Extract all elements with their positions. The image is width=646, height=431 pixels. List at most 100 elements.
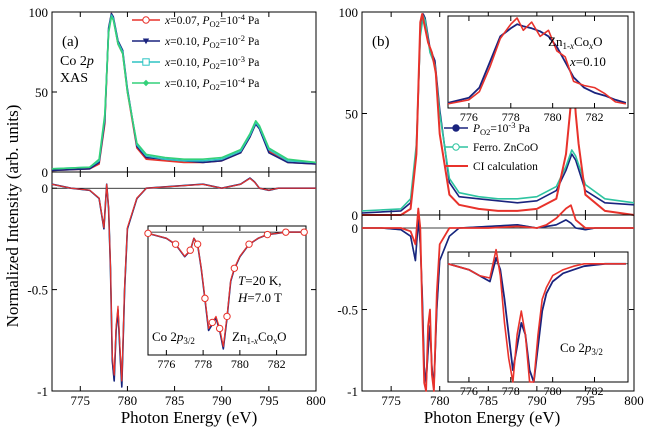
panel-b-xas-ytick-label: 100: [339, 5, 359, 20]
panel-a-legend-row-3-text-part: x: [164, 78, 171, 90]
panel-a-xmcd-frame: [51, 171, 317, 392]
panel-a-inset-marker: [144, 229, 152, 238]
panel-a-legend-row-0-text-part: P: [201, 15, 209, 27]
panel-a-legend-row-2-text-part: =0.10,: [170, 57, 202, 69]
panel-b-xmcd-xtick-label: 795: [576, 393, 596, 408]
panel-a-xmcd-ytick-label: 0: [42, 181, 49, 196]
panel-a-inset-marker: [171, 240, 180, 248]
panel-a-legend-row-3-text-part: -4: [238, 75, 246, 85]
panel-b-xmcd-inset-xtick-label: 780: [544, 384, 562, 398]
panel-b-xmcd-inset-xtick-label: 782: [586, 384, 604, 398]
panel-a-legend-row-1-text-part: Pa: [245, 36, 259, 48]
panel-a-legend-row-2-text-part: =10: [220, 57, 238, 69]
panel-b-label: (b): [372, 34, 390, 50]
panel-b-xmcd-series-blue: [362, 219, 634, 389]
panel-a-inset-marker: [282, 228, 290, 236]
panel-b-xmcd-inset-series-blue: [447, 257, 626, 383]
panel-a-inset-text-temp: T=20 K,: [238, 273, 281, 288]
panel-a-inset-marker: [201, 294, 209, 303]
panel-b-xmcd-xtick-label: 775: [381, 393, 401, 408]
panel-b-legend-row-0-marker: [452, 124, 460, 132]
panel-b-legend-row-2-text: CI calculation: [473, 161, 538, 173]
panel-a-xmcd-xtick-label: 790: [212, 393, 232, 408]
panel-b-inset-text-compound: Zn1-xCoxO: [548, 34, 603, 51]
panel-a-xmcd-ytick-label: -1: [37, 384, 48, 399]
panel-a-legend-row-1-text-part: P: [201, 36, 209, 48]
panel-a-legend-row-3-text: x=0.10, PO2=10-4 Pa: [164, 75, 259, 92]
panel-a-legend-row-2-text-part: -3: [238, 54, 245, 64]
panel-b-xas-inset-series-blue: [447, 23, 627, 104]
panel-b-legend-row-0-text-part: =10: [490, 123, 508, 135]
panel-a-legend-row-1-text-part: x: [164, 36, 171, 48]
panel-b-xmcd-ytick-label: -1: [347, 384, 358, 399]
panel-a-legend-row-0-marker: [142, 16, 150, 24]
panel-a-legend-row-2-text-part: O2: [210, 61, 220, 71]
panel-b-xmcd-xtick-label: 785: [479, 393, 499, 408]
panel-b-xmcd-xtick-label: 780: [430, 393, 450, 408]
panel-a-legend-row-0-text-part: x: [164, 15, 171, 27]
panel-b-legend-row-0-text-part: P: [472, 123, 480, 135]
panel-b-xas-inset-xtick-label: 780: [544, 110, 562, 124]
panel-a-xmcd-xtick-label: 785: [165, 393, 185, 408]
panel-a-xas-ytick-label: 0: [42, 165, 49, 180]
panel-b-xmcd-ytick-label: -0.5: [337, 303, 358, 318]
panel-a-xmcd-xtick-label: 795: [259, 393, 279, 408]
panel-b-inset-text-x: x=0.10: [569, 54, 606, 69]
panel-b-legend-row-1-marker: [452, 143, 460, 151]
panel-a-xas-series-3: [51, 16, 317, 170]
panel-a-inset-xtick-label: 782: [268, 357, 286, 371]
panel-b-legend-row-1-text: Ferro. ZnCoO: [473, 142, 538, 154]
panel-a-legend-row-3-text-part: Pa: [245, 78, 259, 90]
panel-a-xmcd-xtick-label: 800: [306, 393, 326, 408]
panel-a-legend-row-3-text-part: =0.10,: [170, 78, 202, 90]
panel-a-legend-row-0-text: x=0.07, PO2=10-4 Pa: [164, 12, 259, 29]
x-axis-label-b: Photon Energy (eV): [424, 408, 561, 427]
panel-a-legend-row-2-marker: [142, 58, 150, 66]
panel-b-xmcd-inset-xtick-label: 776: [460, 384, 478, 398]
panel-a-legend-row-3-text-part: P: [201, 78, 209, 90]
panel-b-legend-row-0-text-part: O2: [480, 127, 490, 137]
panel-b-xmcd-frame: [361, 214, 635, 392]
panel-b-xas-inset-xtick-label: 782: [586, 110, 604, 124]
panel-a-legend-row-1-text-part: -2: [238, 33, 245, 43]
panel-a-legend-row-0-text-part: O2: [210, 19, 220, 29]
panel-a-inset: 776 778 780 782 T=20 K, H=7.0 T Co 2p3/2 Zn1-xC…: [144, 225, 308, 371]
panel-b-xmcd-inset-xtick-label: 778: [502, 384, 520, 398]
panel-a-legend-row-3-text-part: O2: [210, 82, 220, 92]
panel-a-legend-row-1-text: x=0.10, PO2=10-2 Pa: [164, 33, 259, 50]
panel-b: 0 50 100 775 780 785 790 795 800 0 -0.5 -1 (b) PO2…: [337, 5, 643, 408]
panel-a-xas-ytick-label: 50: [35, 85, 48, 100]
panel-a-xmcd: 775 780 785 790 795 800 0 -0.5 -1: [27, 171, 326, 408]
panel-b-legend-row-0-text: PO2=10-3 Pa: [472, 120, 530, 137]
panel-a-inset-marker: [208, 318, 217, 327]
panel-a-inset-marker: [300, 228, 308, 236]
panel-b-legend-row-0-text-part: -3: [508, 120, 515, 130]
panel-a-legend-row-3-marker: [142, 79, 150, 87]
panel-a-xmcd-xtick-label: 775: [71, 393, 91, 408]
panel-a-inset-text-compound: Zn1-xCoxO: [232, 329, 287, 346]
panel-a-legend-row-0-text-part: Pa: [245, 15, 259, 27]
panel-b-xas: 0 50 100: [339, 5, 635, 223]
panel-a-legend-row-0-text-part: -4: [238, 12, 246, 22]
panel-a-legend-row-2-text-part: Pa: [245, 57, 259, 69]
panel-a-inset-marker: [215, 324, 224, 333]
panel-b-xas-ytick-label: 50: [345, 107, 358, 122]
panel-b-legend-row-2-text-part: CI calculation: [473, 161, 538, 173]
panel-a-annotation-line2: XAS: [60, 71, 88, 86]
panel-b-xmcd-xtick-label: 800: [624, 393, 644, 408]
panel-a-legend-row-0-text-part: =0.07,: [170, 15, 202, 27]
panel-a-legend-row-3-text-part: =10: [220, 78, 238, 90]
panel-b-xmcd-inset: 776 778 780 782 Co 2p3/2: [447, 248, 629, 398]
panel-b-inset-text-edge: Co 2p3/2: [560, 340, 603, 357]
panel-b-xmcd-inset-series-red: [447, 248, 626, 383]
panel-a-inset-marker: [230, 264, 239, 272]
panel-a-inset-marker: [223, 312, 231, 321]
panel-b-xmcd-xtick-label: 790: [527, 393, 547, 408]
panel-a-legend-row-1-marker: [142, 38, 150, 45]
panel-b-legend: PO2=10-3 Pa Ferro. ZnCoO CI calculation: [444, 120, 538, 173]
y-axis-label: Normalized Intensity (arb. units): [3, 105, 22, 328]
panel-a-xas: 0 50 100: [29, 5, 317, 180]
panel-a-legend: x=0.07, PO2=10-4 Pax=0.10, PO2=10-2 Pax=…: [132, 12, 259, 92]
panel-a-inset-xtick-label: 778: [194, 357, 212, 371]
